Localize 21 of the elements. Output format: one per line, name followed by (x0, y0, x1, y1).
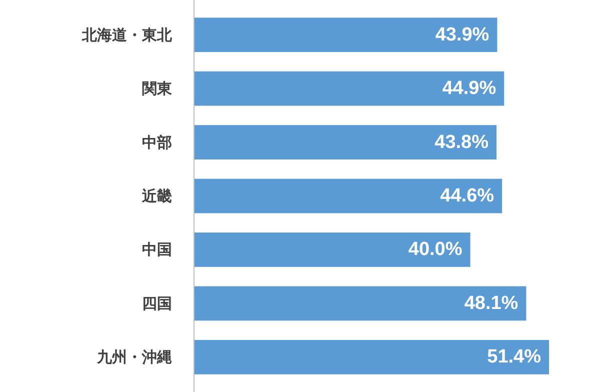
bar (194, 178, 502, 214)
data-label: 44.9% (442, 78, 496, 100)
y-tick-label: 関東 (142, 80, 173, 98)
y-tick-label: 近畿 (141, 187, 172, 205)
y-tick-label: 中国 (142, 240, 172, 259)
y-tick-label: 四国 (142, 294, 172, 312)
data-label: 43.9% (435, 24, 490, 46)
data-label: 40.0% (408, 239, 462, 260)
data-label: 48.1% (464, 292, 518, 314)
bar (194, 125, 497, 160)
data-label: 44.6% (440, 186, 494, 206)
bar (194, 232, 470, 267)
y-tick-label: 中部 (142, 133, 172, 152)
y-tick-label: 九州・沖縄 (96, 348, 172, 366)
bar (194, 71, 504, 106)
data-label: 43.8% (434, 132, 489, 153)
bar (194, 340, 549, 374)
y-tick-label: 北海道・東北 (81, 26, 173, 44)
bar (194, 18, 498, 52)
bar (194, 286, 526, 321)
data-label: 51.4% (487, 346, 542, 368)
